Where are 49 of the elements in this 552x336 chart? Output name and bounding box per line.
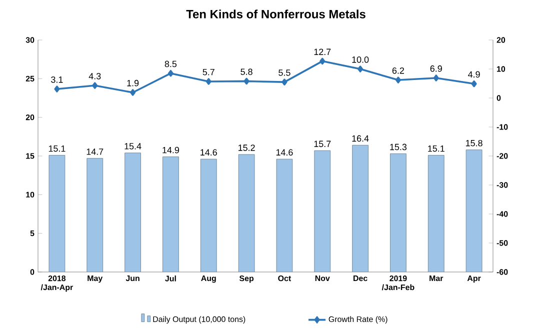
data-label: 12.7 <box>314 48 331 55</box>
bar <box>466 150 482 272</box>
bar <box>428 155 444 272</box>
data-label: 5.8 <box>240 68 252 75</box>
point <box>206 78 212 85</box>
point <box>168 70 174 77</box>
data-label: 14.6 <box>200 149 217 156</box>
bar <box>390 153 406 272</box>
point <box>92 82 98 89</box>
point <box>244 78 250 85</box>
data-label: 16.4 <box>352 135 369 142</box>
point <box>282 78 288 86</box>
data-label: 15.7 <box>314 140 331 148</box>
bar <box>276 158 293 272</box>
point <box>433 74 439 82</box>
bar <box>86 158 104 272</box>
point <box>130 89 136 96</box>
bar <box>314 150 331 272</box>
data-label: 4.9 <box>468 71 480 78</box>
data-label: 1.9 <box>127 80 139 86</box>
data-label: 3.1 <box>51 76 63 83</box>
data-label: 15.8 <box>466 140 482 146</box>
chart-title: Ten Kinds of Nonferrous Metals <box>186 10 366 18</box>
point <box>320 58 326 65</box>
data-label: 15.2 <box>238 144 255 151</box>
bar <box>352 144 368 272</box>
point <box>471 80 477 88</box>
data-label: 5.7 <box>202 69 214 76</box>
data-label: 14.6 <box>276 149 293 156</box>
data-label: 15.3 <box>390 144 407 150</box>
point <box>54 86 60 92</box>
bar <box>200 158 217 272</box>
data-label: 4.3 <box>88 72 101 80</box>
bar <box>48 155 66 272</box>
data-label: 6.2 <box>392 67 404 74</box>
bar <box>162 156 179 272</box>
bar <box>238 154 255 272</box>
data-label: 14.9 <box>162 146 180 154</box>
data-label: 15.4 <box>124 143 142 150</box>
data-label: 14.7 <box>86 148 104 155</box>
data-label: 15.1 <box>428 145 444 152</box>
point <box>358 66 364 72</box>
point <box>395 76 401 84</box>
data-label: 15.1 <box>48 145 66 152</box>
data-label: 5.5 <box>278 70 290 76</box>
data-label: 8.5 <box>164 60 177 68</box>
data-label: 10.0 <box>352 56 369 63</box>
data-label: 6.9 <box>430 65 442 72</box>
bar <box>124 152 141 272</box>
